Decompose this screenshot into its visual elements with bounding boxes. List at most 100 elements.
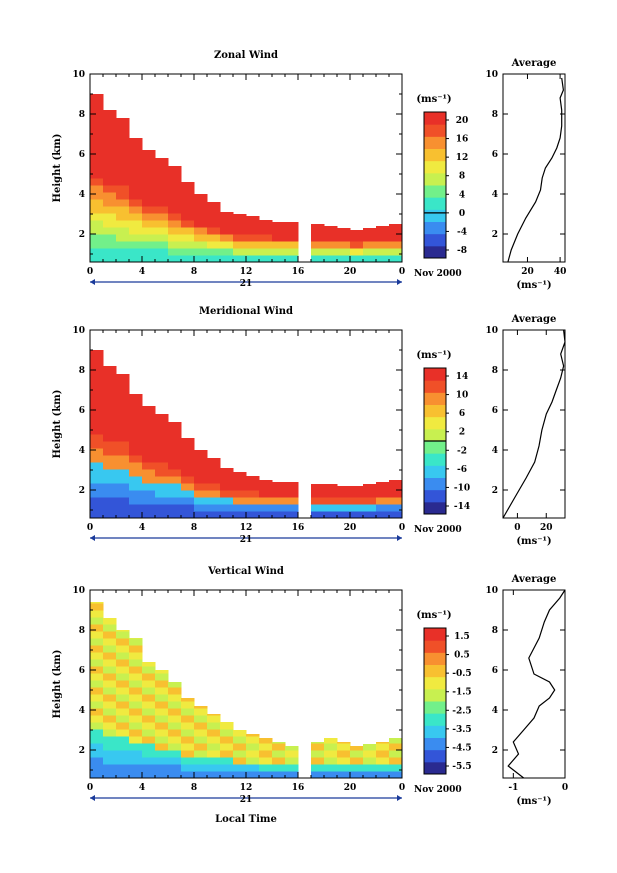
heatmap-cell — [259, 255, 273, 263]
heatmap-cell — [90, 248, 104, 256]
heatmap-cell — [103, 366, 117, 372]
profile-y-tick-label: 10 — [485, 70, 498, 80]
heatmap-cell — [337, 757, 351, 765]
heatmap-cell — [129, 164, 143, 172]
heatmap-cell — [285, 511, 299, 519]
colorbar-units: (ms⁻¹) — [416, 610, 451, 621]
heatmap-cell — [129, 757, 143, 765]
heatmap-cell — [220, 764, 234, 772]
heatmap-cell — [220, 220, 234, 228]
heatmap-cell — [324, 764, 338, 772]
heatmap-cell — [207, 483, 221, 491]
x-tick-label: 8 — [191, 783, 197, 793]
profile-y-tick-label: 2 — [492, 746, 498, 756]
heatmap-cell — [389, 504, 403, 512]
heatmap-cell — [142, 673, 156, 681]
heatmap-cell — [350, 230, 364, 235]
heatmap-cell — [90, 220, 104, 228]
heatmap-cell — [389, 234, 403, 242]
heatmap-cell — [168, 248, 182, 256]
y-tick-label: 4 — [79, 706, 85, 716]
heatmap-cell — [103, 220, 117, 228]
heatmap-cell — [285, 255, 299, 263]
heatmap-cell — [220, 468, 234, 470]
heatmap-cell — [142, 164, 156, 172]
heatmap-cell — [103, 680, 117, 688]
panel-title: Vertical Wind — [207, 566, 284, 577]
heatmap-cell — [194, 227, 208, 235]
heatmap-cell — [194, 248, 208, 256]
heatmap-cell — [116, 255, 130, 263]
heatmap-cell — [181, 764, 195, 772]
heatmap-cell — [376, 764, 390, 772]
heatmap-cell — [181, 483, 195, 491]
heatmap-cell — [207, 248, 221, 256]
x-tick-label: 12 — [240, 523, 253, 533]
heatmap-cell — [90, 673, 104, 681]
heatmap-cell — [246, 750, 260, 758]
heatmap-cell — [129, 476, 143, 484]
heatmap-cell — [259, 248, 273, 256]
heatmap-cell — [155, 490, 169, 498]
heatmap-cell — [129, 729, 143, 737]
heatmap-cell — [155, 511, 169, 519]
heatmap-cell — [168, 241, 182, 249]
colorbar-tick-label: -4 — [457, 227, 467, 237]
heatmap-cell — [194, 729, 208, 737]
heatmap-cell — [363, 241, 377, 249]
heatmap-cell — [142, 241, 156, 249]
colorbar: 14 10 6 2 -2 -6 -10 -14 — [423, 367, 470, 515]
profile-panel: Average 2 4 6 8 10 0 20 (ms⁻¹) — [485, 314, 566, 547]
heatmap-cell — [116, 469, 130, 477]
heatmap-cell — [90, 771, 104, 779]
heatmap-cell — [168, 206, 182, 214]
heatmap-cell — [90, 241, 104, 249]
heatmap-cell — [155, 227, 169, 235]
heatmap-cell — [311, 484, 325, 491]
heatmap-cell — [194, 220, 208, 228]
profile-x-tick-label: -1 — [508, 783, 518, 793]
heatmap-cell — [207, 757, 221, 765]
profile-title: Average — [511, 314, 557, 325]
colorbar-tick-label: -2 — [457, 446, 467, 456]
heatmap-cell — [116, 227, 130, 235]
heatmap-cell — [129, 441, 143, 449]
colorbar-swatch — [424, 489, 446, 503]
date-axis-arrow-left — [90, 279, 95, 285]
heatmap-cell — [350, 490, 364, 498]
colorbar-swatch — [424, 112, 446, 125]
heatmap-cell — [376, 227, 390, 235]
heatmap-cell — [103, 115, 117, 123]
heatmap-cell — [324, 504, 338, 512]
heatmap-cell — [220, 736, 234, 744]
heatmap-cell — [116, 143, 130, 151]
heatmap-cell — [90, 192, 104, 200]
heatmap-cell — [389, 757, 403, 765]
colorbar-tick-label: 0 — [459, 209, 465, 219]
heatmap-cell — [337, 497, 351, 505]
heatmap-cell — [220, 483, 234, 491]
profile-y-tick-label: 4 — [492, 446, 498, 456]
heatmap-cell — [207, 764, 221, 772]
heatmap-cell — [168, 497, 182, 505]
profile-title: Average — [511, 58, 557, 69]
heatmap-cell — [155, 178, 169, 186]
heatmap-cell — [142, 680, 156, 688]
heatmap-cell — [155, 504, 169, 512]
heatmap-cell — [142, 729, 156, 737]
heatmap-cell — [220, 722, 234, 730]
heatmap-cell — [103, 164, 117, 172]
heatmap-cell — [142, 171, 156, 179]
colorbar-units: (ms⁻¹) — [416, 94, 451, 105]
heatmap-cell — [220, 490, 234, 498]
heatmap-cell — [155, 670, 169, 674]
heatmap-cell — [194, 450, 208, 456]
heatmap-cell — [129, 750, 143, 758]
heatmap-cell — [233, 214, 247, 221]
y-axis-label: Height (km) — [52, 390, 63, 459]
colorbar: 20 16 12 8 4 0 -4 -8 — [423, 111, 468, 259]
heatmap-cell — [194, 706, 208, 709]
heatmap-cell — [90, 255, 104, 263]
heatmap-cell — [142, 206, 156, 214]
heatmap-cell — [259, 227, 273, 235]
